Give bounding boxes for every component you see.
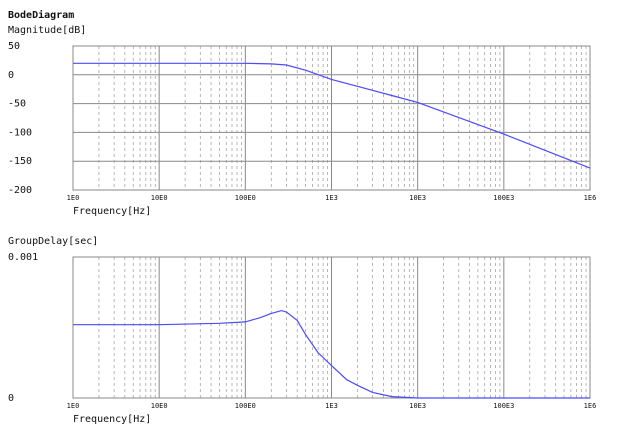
x-tick-label: 100E3: [493, 194, 514, 202]
x-tick-label: 100E0: [235, 194, 256, 202]
x-tick-label: 1E6: [584, 194, 597, 202]
x-tick-label: 100E0: [235, 402, 256, 410]
x-tick-label: 1E3: [325, 194, 338, 202]
x-tick-label: 1E6: [584, 402, 597, 410]
y-tick-label: -100: [8, 127, 32, 138]
data-line: [73, 309, 590, 399]
data-line: [73, 62, 591, 169]
y-axis-label: Magnitude[dB]: [8, 25, 86, 36]
x-tick-label: 1E3: [325, 402, 338, 410]
y-tick-label: -200: [8, 185, 32, 196]
y-tick-label: 0: [8, 70, 14, 81]
x-axis-label: Frequency[Hz]: [73, 206, 151, 217]
x-tick-label: 10E0: [151, 402, 168, 410]
x-tick-label: 10E3: [409, 194, 426, 202]
x-tick-label: 100E3: [493, 402, 514, 410]
y-tick-label: 0: [8, 393, 14, 404]
y-tick-label: -150: [8, 156, 32, 167]
x-tick-label: 1E0: [67, 194, 80, 202]
y-axis-label: GroupDelay[sec]: [8, 236, 98, 247]
x-axis-label: Frequency[Hz]: [73, 414, 151, 425]
chart-title: BodeDiagram: [8, 9, 74, 21]
y-tick-label: -50: [8, 99, 26, 110]
y-tick-label: 50: [8, 41, 20, 52]
x-tick-label: 10E0: [151, 194, 168, 202]
y-tick-label: 0.001: [8, 252, 38, 263]
x-tick-label: 1E0: [67, 402, 80, 410]
x-tick-label: 10E3: [409, 402, 426, 410]
